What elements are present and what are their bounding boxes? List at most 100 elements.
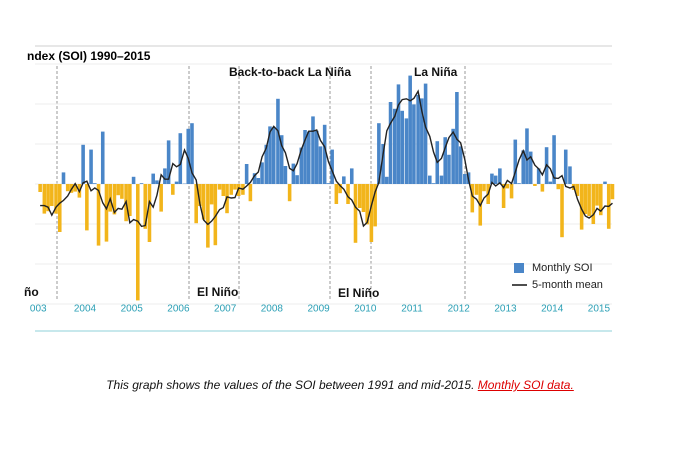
bar — [498, 168, 502, 184]
x-tick-label: 003 — [30, 304, 47, 315]
annotation: El Niño — [197, 285, 238, 299]
bar — [501, 184, 506, 208]
bar — [509, 184, 514, 199]
bar — [334, 184, 339, 204]
annotation: El Niño — [338, 286, 379, 300]
caption-text: This graph shows the values of the SOI b… — [106, 378, 475, 392]
bar — [174, 181, 179, 184]
x-tick-label: 2014 — [541, 304, 564, 315]
bar — [159, 184, 163, 212]
bar — [521, 150, 526, 184]
bar — [587, 184, 591, 216]
bar — [264, 144, 269, 184]
bar — [139, 183, 144, 184]
bar — [248, 184, 253, 202]
bar — [595, 184, 599, 206]
bar — [353, 184, 358, 243]
bar — [89, 149, 93, 184]
bar — [388, 102, 393, 184]
bar — [474, 184, 479, 195]
bar — [365, 184, 369, 225]
bar — [575, 184, 580, 196]
x-tick-label: 2005 — [121, 304, 144, 315]
bar — [81, 144, 85, 184]
bar — [93, 183, 97, 184]
bar — [381, 144, 385, 184]
bar — [423, 83, 428, 184]
bar — [38, 184, 42, 192]
bar — [279, 135, 284, 184]
bar — [533, 184, 537, 186]
bar — [342, 176, 346, 184]
bar — [470, 184, 475, 213]
x-tick-label: 2010 — [354, 304, 377, 315]
bar — [540, 184, 545, 192]
x-tick-label: 2012 — [448, 304, 471, 315]
bar — [451, 128, 455, 184]
bar — [217, 184, 222, 190]
x-tick-label: 2015 — [588, 304, 611, 315]
bar — [552, 135, 556, 184]
bar — [112, 184, 117, 215]
bar — [346, 184, 350, 204]
bar — [143, 184, 148, 229]
bar — [463, 174, 467, 184]
bar — [268, 126, 272, 184]
bar — [96, 184, 101, 246]
bar — [291, 163, 296, 184]
bar — [163, 168, 167, 184]
bar — [229, 184, 234, 195]
bar — [303, 130, 307, 184]
bar — [428, 175, 432, 184]
bar — [458, 146, 463, 184]
x-tick-label: 2004 — [74, 304, 97, 315]
bar — [194, 184, 198, 224]
annotation: Back-to-back La Niña — [229, 65, 351, 79]
bar — [198, 184, 202, 206]
x-tick-label: 2008 — [261, 304, 284, 315]
caption-link[interactable]: Monthly SOI data. — [477, 378, 574, 392]
bar — [400, 110, 405, 184]
bar — [46, 184, 50, 212]
bar — [120, 184, 124, 199]
annotation: ño — [24, 285, 39, 299]
bar — [318, 146, 323, 184]
x-tick-label: 2009 — [307, 304, 330, 315]
bar — [385, 176, 389, 184]
bar — [513, 139, 518, 184]
bar — [131, 176, 136, 184]
bar — [295, 175, 299, 184]
bar — [276, 98, 280, 184]
bar — [244, 164, 249, 184]
bar — [525, 128, 529, 184]
bar — [528, 151, 533, 184]
bar — [416, 94, 420, 184]
bar — [490, 173, 494, 184]
bar — [57, 184, 62, 232]
bar — [147, 184, 152, 242]
x-tick-label: 2007 — [214, 304, 237, 315]
bar — [151, 173, 155, 184]
bar — [583, 184, 588, 214]
bar — [357, 184, 362, 208]
bar — [563, 149, 568, 184]
bar — [50, 184, 54, 206]
bar — [42, 184, 47, 214]
bar — [404, 118, 409, 184]
bar — [420, 98, 424, 184]
bar — [178, 133, 183, 184]
bar — [256, 178, 261, 184]
bar — [338, 184, 342, 194]
bar — [548, 181, 553, 184]
bar — [314, 130, 319, 184]
bar — [171, 184, 175, 195]
legend-swatch — [514, 263, 524, 273]
bar — [396, 84, 401, 184]
bar — [431, 183, 436, 184]
bar — [73, 184, 77, 192]
bar — [579, 184, 584, 230]
bar — [283, 166, 288, 184]
bar — [536, 168, 541, 184]
bar — [299, 147, 304, 184]
